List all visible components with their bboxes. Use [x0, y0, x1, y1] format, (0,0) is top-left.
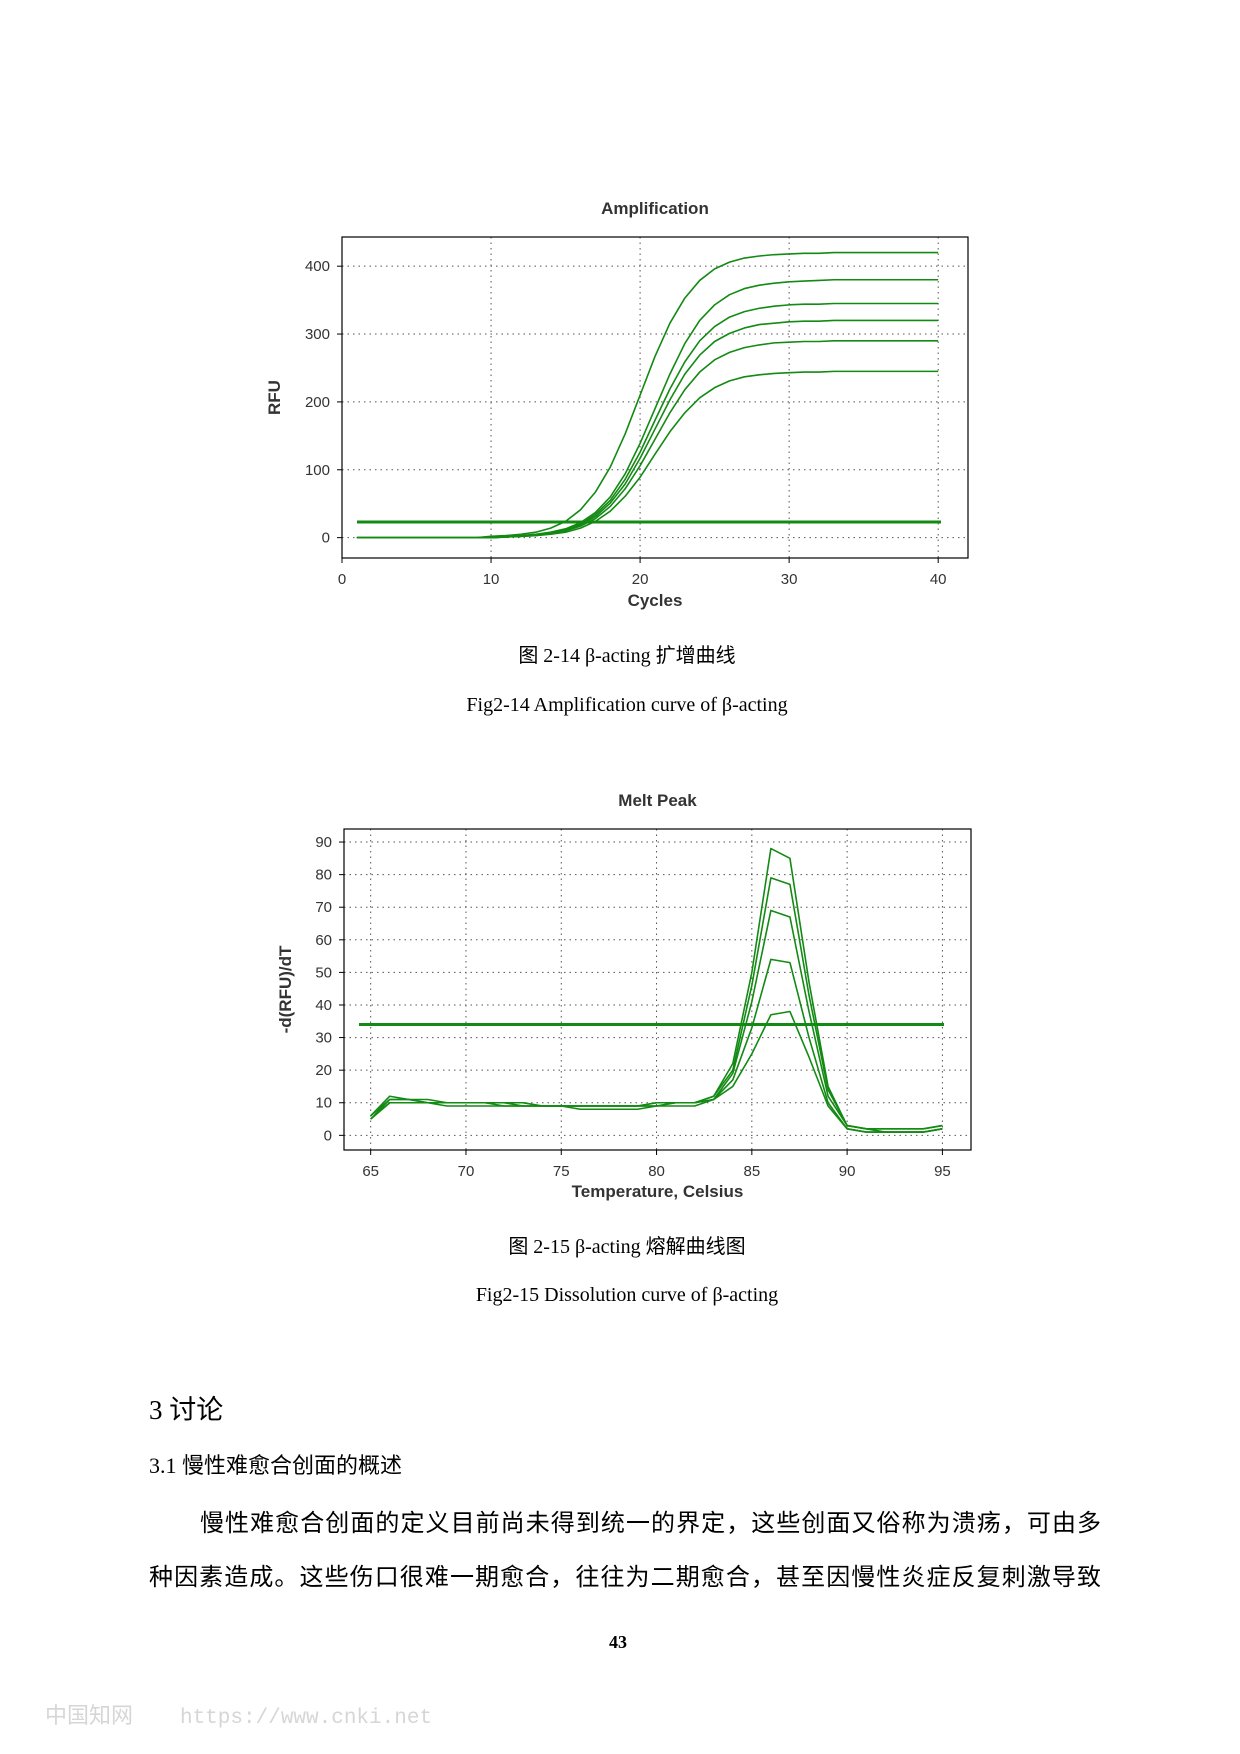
- y-tick-label: 90: [315, 834, 332, 851]
- x-axis-label: Cycles: [628, 591, 683, 610]
- x-tick-label: 20: [632, 571, 649, 588]
- x-tick-label: 30: [781, 571, 798, 588]
- y-tick-label: 200: [305, 394, 330, 411]
- y-axis-label: RFU: [265, 380, 284, 415]
- y-tick-label: 0: [322, 530, 330, 547]
- y-tick-label: 70: [315, 899, 332, 916]
- subsection-heading: 3.1 慢性难愈合创面的概述: [149, 1453, 402, 1478]
- x-tick-label: 90: [839, 1163, 856, 1180]
- data-line: [370, 1010, 943, 1133]
- y-tick-label: 400: [305, 258, 330, 275]
- figure-caption-zh: 图 2-15 β-acting 熔解曲线图: [508, 1235, 745, 1258]
- x-tick-label: 85: [743, 1163, 760, 1180]
- watermark-url: https://www.cnki.net: [180, 1707, 432, 1730]
- x-axis-label: Temperature, Celsius: [572, 1182, 744, 1201]
- chart-title: Melt Peak: [618, 791, 697, 810]
- x-tick-label: 65: [362, 1163, 379, 1180]
- y-tick-label: 20: [315, 1062, 332, 1079]
- y-tick-label: 50: [315, 964, 332, 981]
- figure-caption-en: Fig2-14 Amplification curve of β-acting: [466, 694, 787, 716]
- plot-frame: [341, 236, 969, 559]
- x-tick-label: 10: [483, 571, 500, 588]
- paragraph-line: 种因素造成。这些伤口很难一期愈合，往往为二期愈合，甚至因慢性炎症反复刺激导致: [149, 1564, 1101, 1591]
- y-tick-label: 60: [315, 932, 332, 949]
- paragraph-line: 慢性难愈合创面的定义目前尚未得到统一的界定，这些创面又俗称为溃疡，可由多: [200, 1510, 1101, 1537]
- x-tick-label: 0: [338, 571, 346, 588]
- x-tick-label: 75: [553, 1163, 570, 1180]
- data-line: [356, 370, 939, 539]
- y-axis-label: -d(RFU)/dT: [276, 945, 295, 1033]
- y-tick-label: 100: [305, 462, 330, 479]
- y-tick-label: 80: [315, 867, 332, 884]
- x-tick-label: 95: [934, 1163, 951, 1180]
- figure-caption-en: Fig2-15 Dissolution curve of β-acting: [476, 1284, 778, 1306]
- figure-caption-zh: 图 2-14 β-acting 扩增曲线: [518, 644, 735, 667]
- y-tick-label: 300: [305, 326, 330, 343]
- y-tick-label: 40: [315, 997, 332, 1014]
- y-tick-label: 0: [324, 1127, 332, 1144]
- y-tick-label: 10: [315, 1095, 332, 1112]
- y-tick-label: 30: [315, 1030, 332, 1047]
- plot-frame: [343, 828, 972, 1151]
- chart-title: Amplification: [601, 199, 709, 218]
- x-tick-label: 80: [648, 1163, 665, 1180]
- x-tick-label: 40: [930, 571, 947, 588]
- watermark-name: 中国知网: [45, 1703, 133, 1728]
- page-number: 43: [609, 1632, 627, 1652]
- x-tick-label: 70: [458, 1163, 475, 1180]
- section-heading: 3 讨论: [149, 1395, 223, 1425]
